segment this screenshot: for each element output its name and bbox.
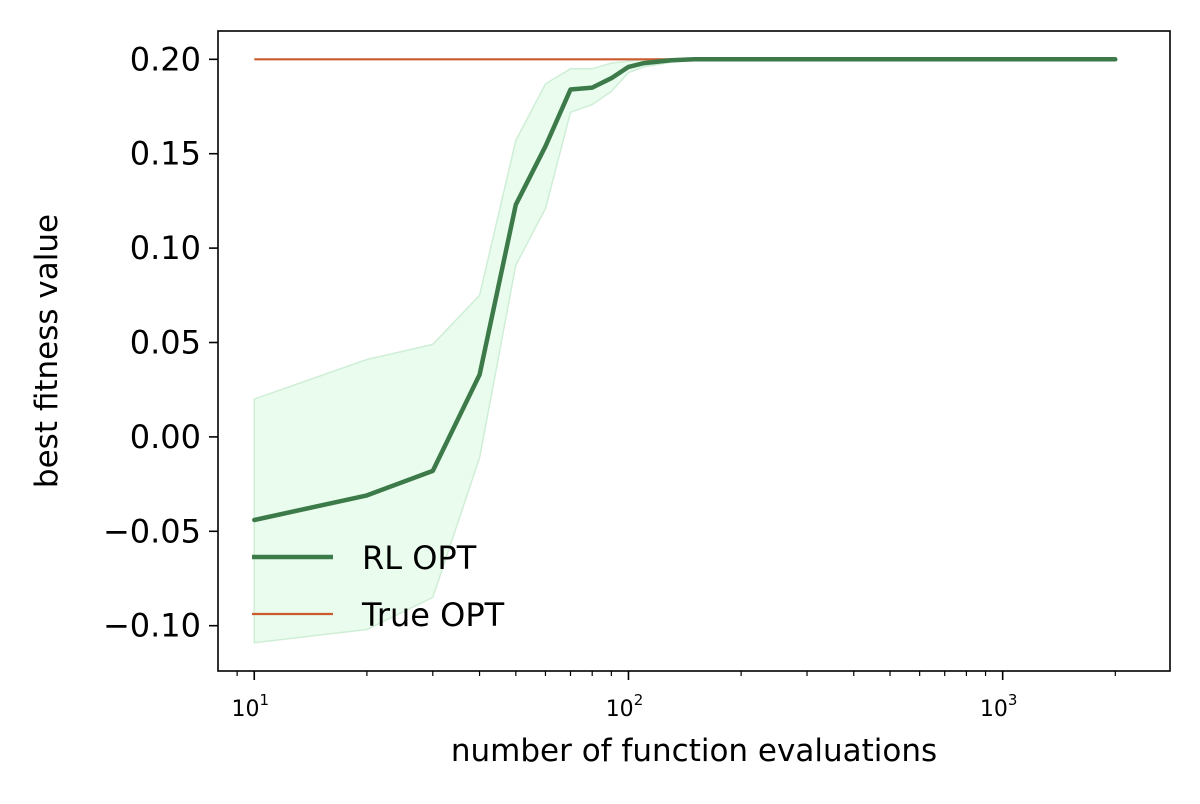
- y-axis-label: best fitness value: [29, 214, 65, 488]
- y-tick-label: 0.15: [130, 135, 201, 173]
- x-axis-label: number of function evaluations: [451, 733, 937, 769]
- x-tick-label-exponent: 3: [1008, 691, 1018, 709]
- y-tick-label: 0.10: [130, 229, 201, 267]
- x-tick-label-exponent: 2: [634, 691, 644, 709]
- y-tick-label: −0.05: [103, 512, 201, 550]
- plot-area-frame: [217, 30, 1171, 672]
- rl-opt-line: [252, 57, 1118, 523]
- y-tick-label: 0.20: [130, 40, 201, 78]
- y-tick-label: −0.10: [103, 607, 201, 645]
- series-lines-layer: [252, 57, 1118, 523]
- y-tick-label: 0.00: [130, 418, 201, 456]
- legend: RL OPT True OPT: [252, 539, 505, 634]
- x-tick-label-base: 10: [231, 697, 259, 722]
- x-tick-label: 103: [980, 691, 1018, 722]
- x-tick-label: 102: [606, 691, 644, 722]
- x-axis: 101 102 103: [231, 671, 1116, 722]
- x-tick-label-base: 10: [980, 697, 1008, 722]
- x-tick-label-base: 10: [606, 697, 634, 722]
- x-tick-label-exponent: 1: [259, 691, 269, 709]
- legend-label-rl-opt: RL OPT: [362, 539, 477, 577]
- y-tick-label: 0.05: [130, 324, 201, 362]
- y-axis: 0.20 0.15 0.10 0.05 0.00 −0.05 −0.10: [103, 40, 218, 645]
- legend-label-true-opt: True OPT: [361, 596, 505, 634]
- x-tick-label: 101: [231, 691, 269, 722]
